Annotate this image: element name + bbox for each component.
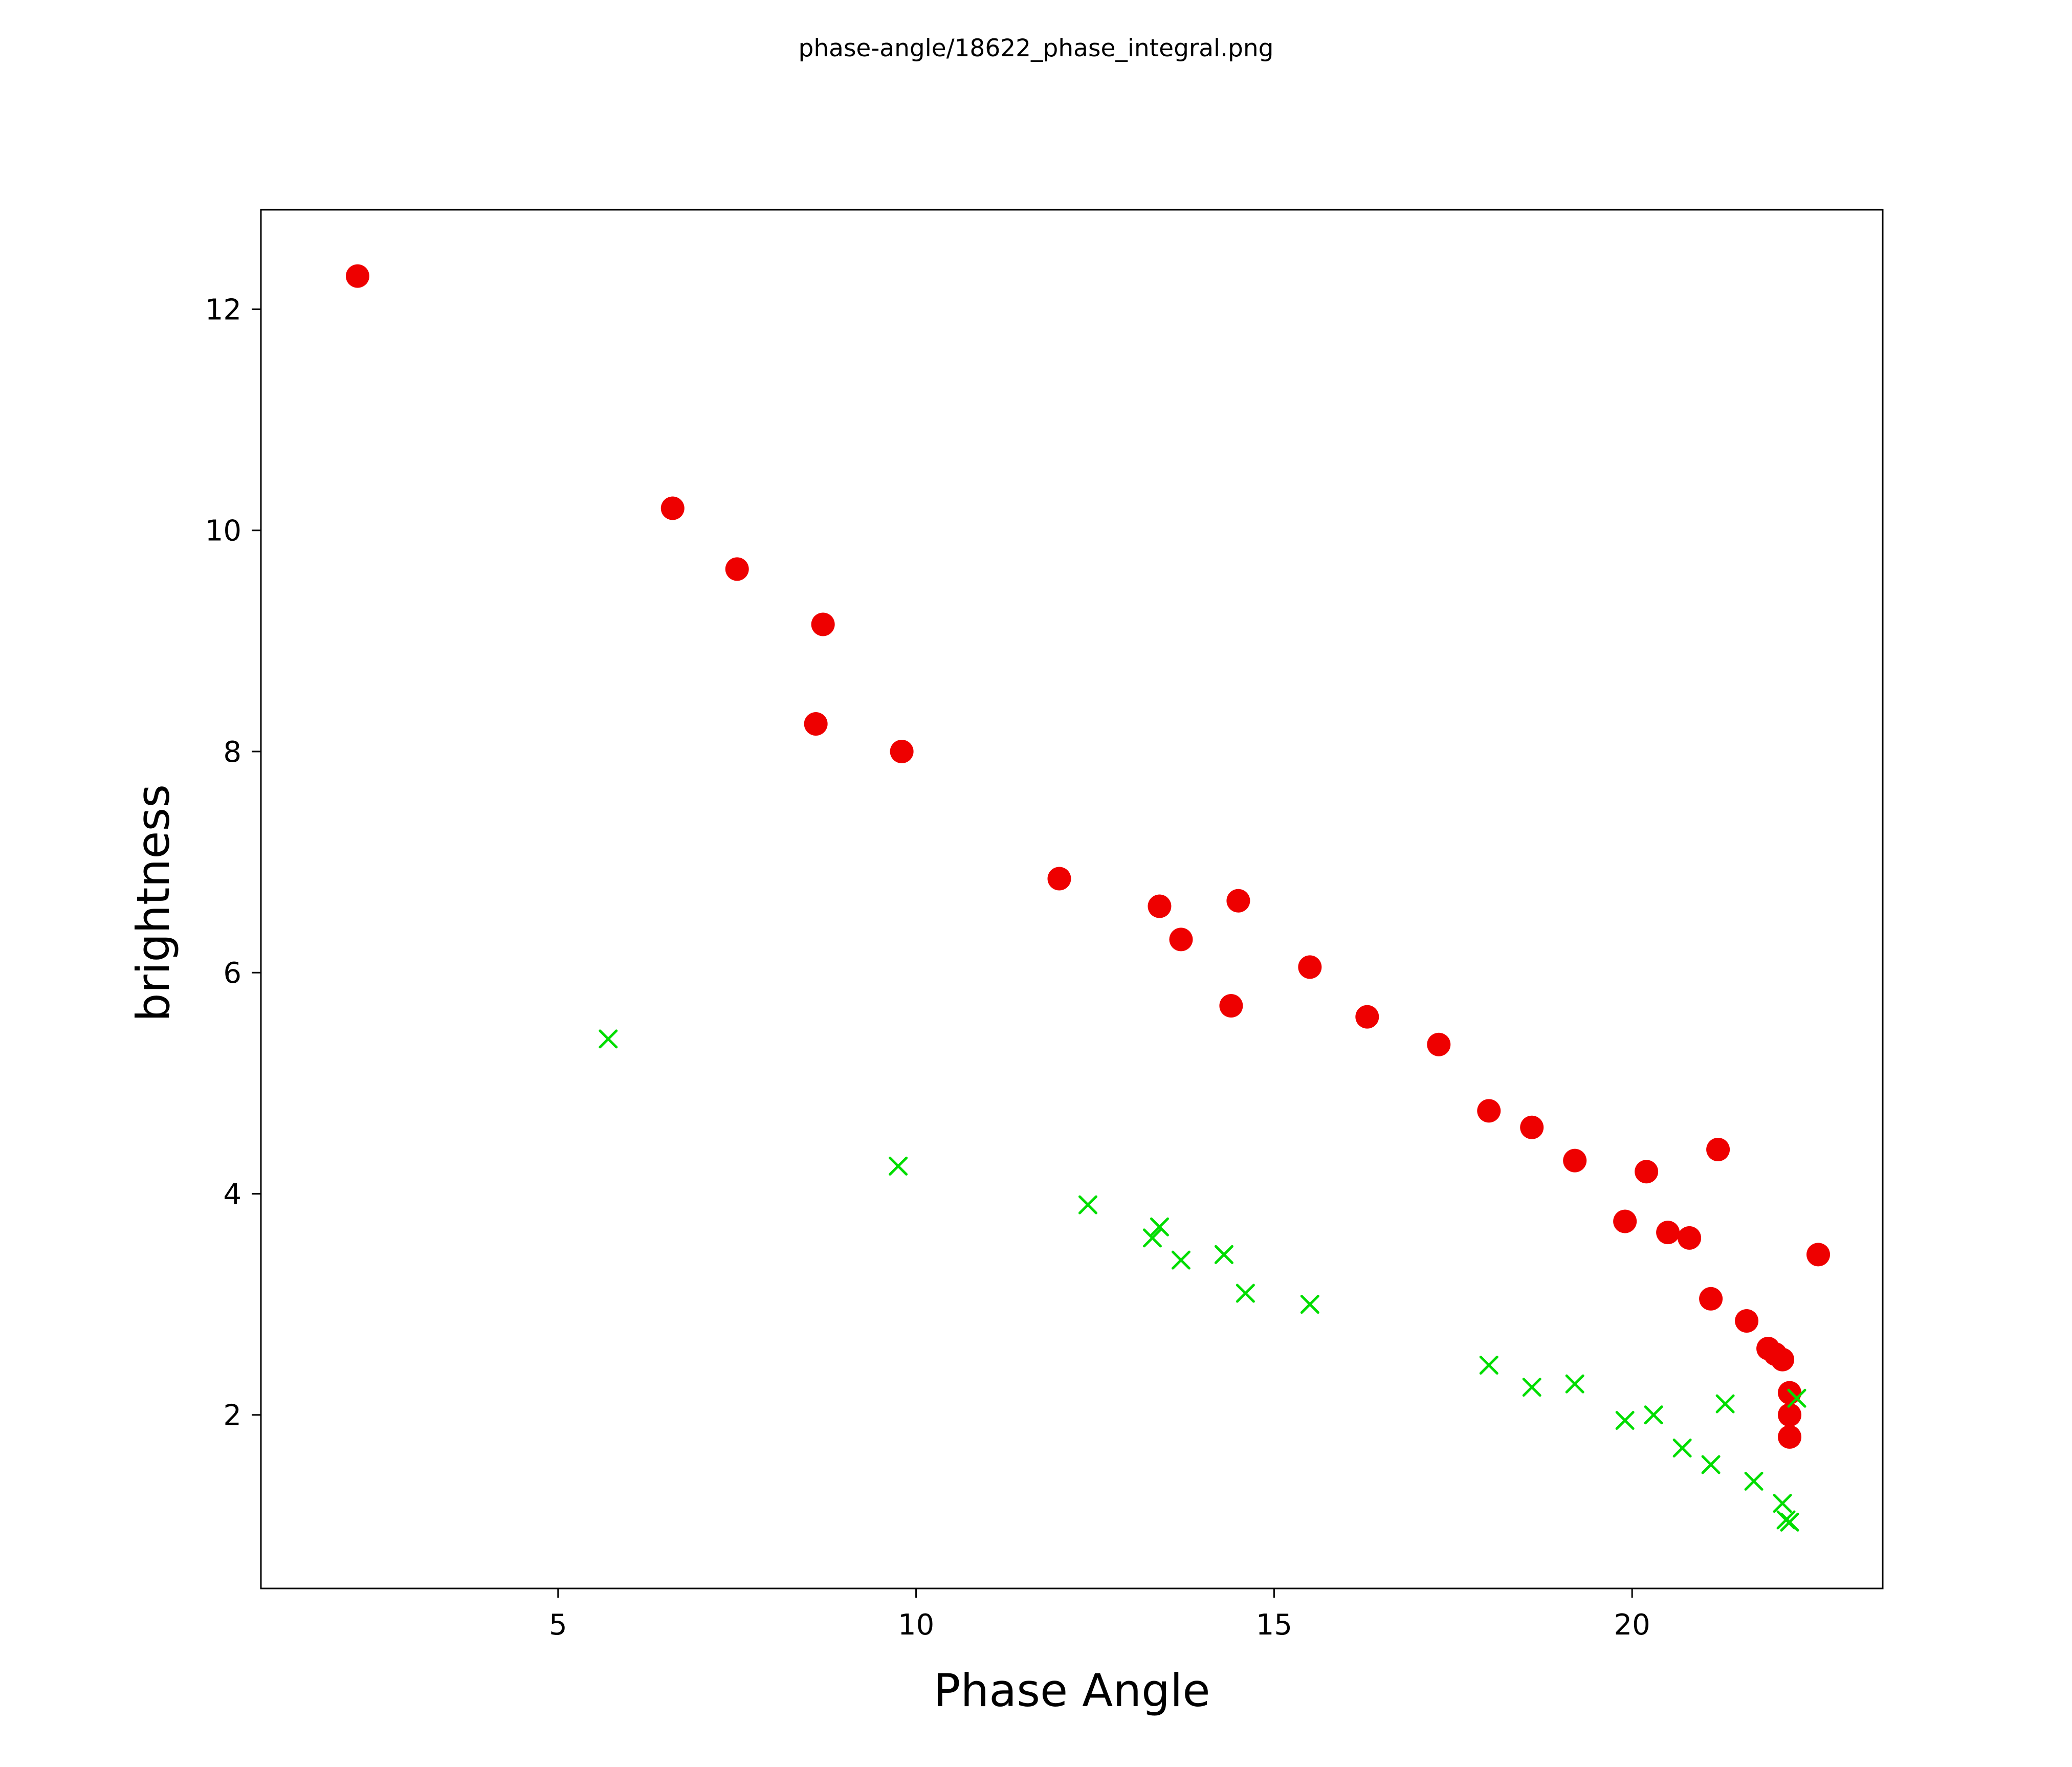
- data-point: [599, 1029, 618, 1049]
- plot-area: [260, 209, 1884, 1589]
- data-point: [1171, 1250, 1191, 1270]
- data-point: [1735, 1309, 1759, 1333]
- data-point: [1142, 1228, 1162, 1248]
- data-point: [1699, 1287, 1723, 1311]
- data-point: [890, 739, 914, 763]
- data-point: [1672, 1439, 1692, 1458]
- data-point: [1678, 1226, 1702, 1250]
- y-tick-label: 12: [205, 294, 241, 327]
- data-point: [725, 557, 749, 581]
- data-point: [1300, 1295, 1319, 1314]
- y-tick-label: 4: [223, 1178, 241, 1211]
- data-point: [889, 1156, 908, 1176]
- data-point: [811, 612, 835, 636]
- data-point: [1219, 994, 1243, 1018]
- data-point: [345, 264, 369, 288]
- data-point: [1427, 1032, 1451, 1056]
- x-tick-label: 10: [898, 1608, 934, 1642]
- data-point: [1613, 1209, 1637, 1233]
- data-point: [1773, 1494, 1792, 1513]
- y-tick-label: 10: [205, 515, 241, 548]
- data-point: [1787, 1388, 1806, 1408]
- data-point: [1771, 1348, 1795, 1372]
- data-point: [1744, 1471, 1764, 1491]
- y-tick-label: 6: [223, 957, 241, 990]
- x-axis-ticks: 5 10 15 20: [549, 1588, 1650, 1642]
- data-point: [1644, 1405, 1663, 1425]
- data-point: [1778, 1403, 1802, 1427]
- data-point: [1355, 1005, 1379, 1029]
- data-point: [1169, 927, 1193, 952]
- data-point: [1706, 1138, 1730, 1162]
- data-point: [1148, 894, 1172, 918]
- data-point: [1477, 1099, 1501, 1123]
- data-point: [1715, 1394, 1735, 1413]
- data-point: [1806, 1243, 1831, 1267]
- data-point: [1701, 1455, 1721, 1474]
- series-green-x: [599, 1029, 1806, 1532]
- data-point: [1298, 955, 1322, 979]
- data-point: [1047, 867, 1071, 891]
- y-tick-label: 2: [223, 1399, 241, 1432]
- x-tick-label: 15: [1256, 1608, 1292, 1642]
- series-red-circles: [345, 264, 1831, 1449]
- data-point: [1563, 1148, 1587, 1173]
- data-point: [1565, 1374, 1584, 1394]
- data-point: [1479, 1355, 1498, 1375]
- data-point: [1780, 1512, 1799, 1532]
- x-axis-label: Phase Angle: [933, 1664, 1210, 1717]
- chart-title: phase-angle/18622_phase_integral.png: [799, 34, 1274, 62]
- y-tick-label: 8: [223, 736, 241, 769]
- data-point: [1226, 889, 1250, 913]
- y-axis-ticks: 2 4 6 8 10 12: [205, 294, 261, 1432]
- data-point: [660, 496, 685, 520]
- x-tick-label: 5: [549, 1608, 567, 1642]
- data-point: [1635, 1160, 1659, 1184]
- data-point: [1615, 1411, 1635, 1430]
- data-point: [1520, 1115, 1544, 1139]
- data-point: [1522, 1378, 1541, 1397]
- x-tick-label: 20: [1614, 1608, 1650, 1642]
- data-point: [1656, 1221, 1680, 1245]
- data-point: [1078, 1195, 1097, 1214]
- data-point: [1150, 1217, 1169, 1236]
- data-point: [1236, 1284, 1255, 1303]
- data-point: [1214, 1245, 1233, 1264]
- data-point: [804, 712, 828, 736]
- data-point: [1778, 1425, 1802, 1449]
- y-axis-label: brightness: [127, 784, 180, 1022]
